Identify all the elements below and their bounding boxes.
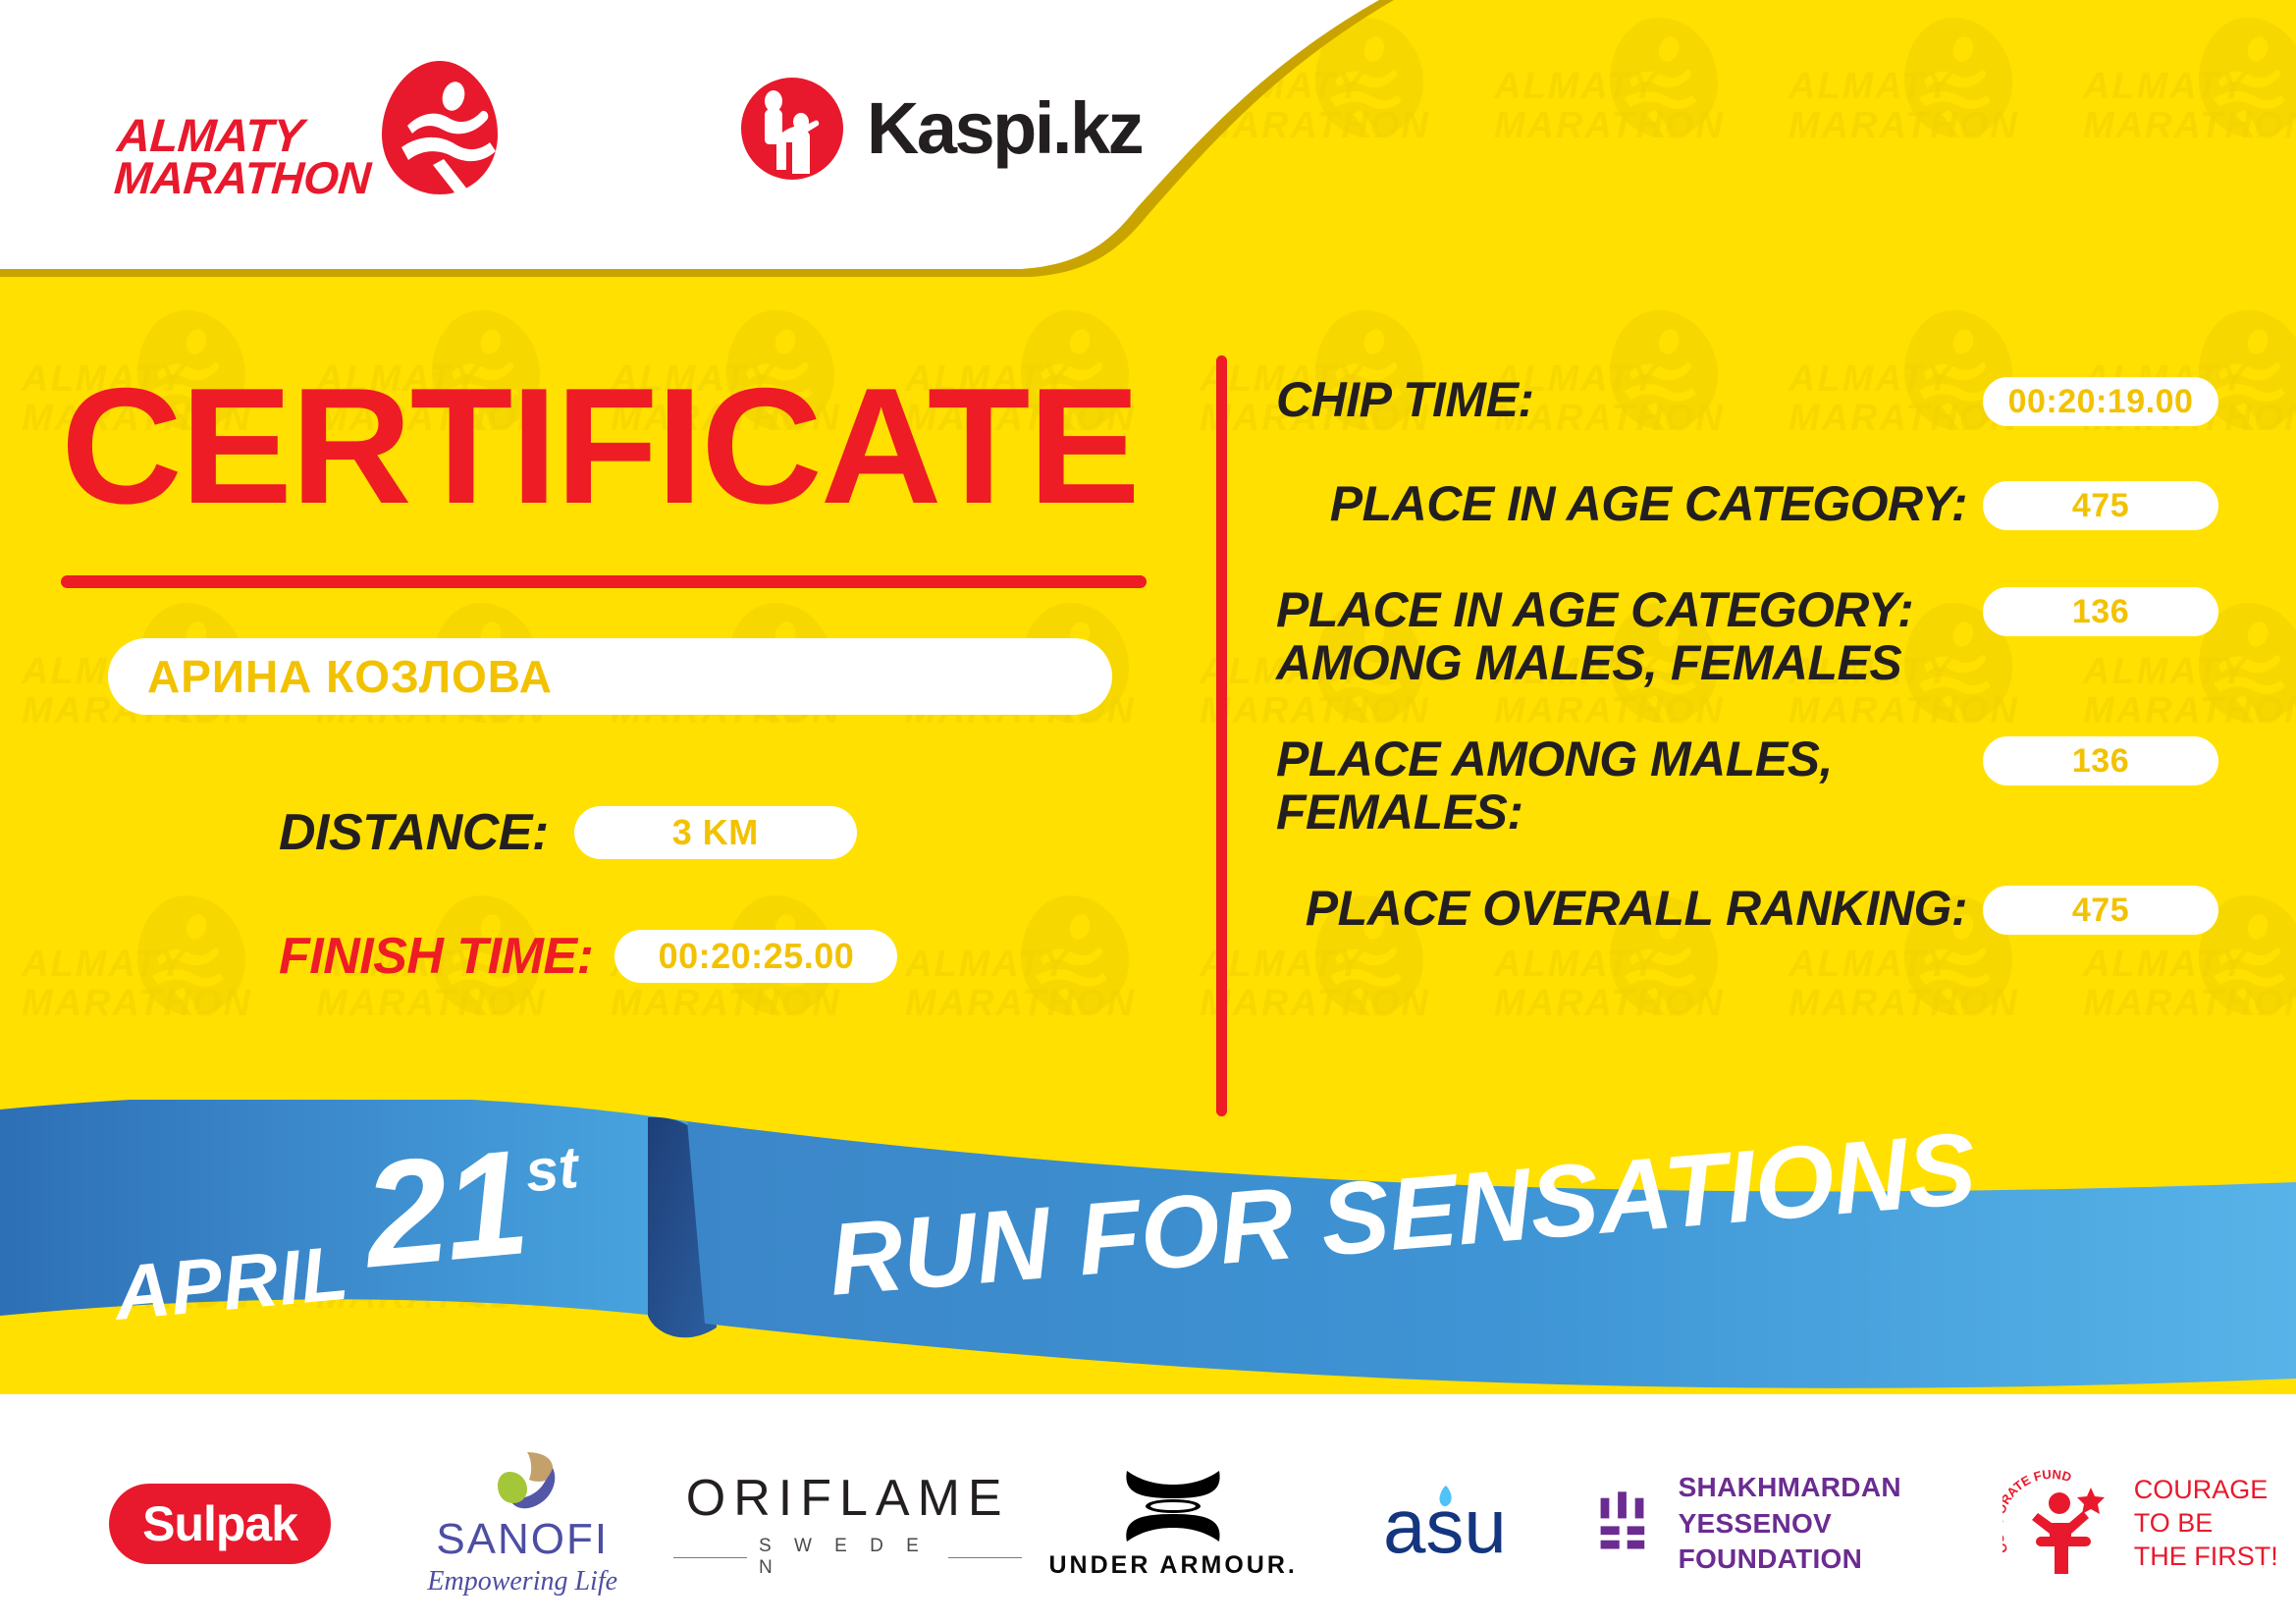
stat-label: PLACE OVERALL RANKING: — [1305, 881, 1968, 936]
sponsor-sanofi-logo: SANOFI Empowering Life — [371, 1450, 673, 1597]
sanofi-wordmark: SANOFI — [436, 1515, 610, 1563]
sponsor-sulpak-logo: Sulpak — [69, 1484, 371, 1564]
participant-name-field: АРИНА КОЗЛОВА — [108, 638, 1112, 715]
yessenov-line2: FOUNDATION — [1678, 1543, 1863, 1575]
stat-value: 00:20:19.00 — [1983, 377, 2218, 426]
almaty-logo-line1: ALMATY — [115, 108, 305, 161]
sponsor-asu-logo: asu — [1324, 1482, 1599, 1566]
stat-row: PLACE AMONG MALES, FEMALES: 136 — [1276, 732, 2218, 839]
runner-drop-icon — [381, 61, 498, 197]
oriflame-subtitle: S W E D E N — [673, 1536, 1023, 1579]
stat-row: CHIP TIME: 00:20:19.00 — [1276, 373, 2218, 426]
distance-value: 3 KM — [573, 806, 857, 859]
yessenov-wordmark: SHAKHMARDAN YESSENOV FOUNDATION — [1679, 1470, 1985, 1577]
event-day: 21 — [357, 1118, 533, 1300]
asu-icon: asu — [1383, 1483, 1507, 1566]
kaspi-wordmark: Kaspi.kz — [866, 87, 1145, 169]
sponsor-under-armour-logo: UNDER ARMOUR. — [1022, 1469, 1324, 1580]
distance-label: DISTANCE: — [279, 804, 549, 861]
header-logos: ALMATY MARATHON — [112, 57, 1145, 203]
sulpak-wordmark: Sulpak — [109, 1484, 332, 1564]
oriflame-wordmark: ORIFLAME — [685, 1470, 1010, 1527]
stat-row: PLACE IN AGE CATEGORY: 475 — [1276, 477, 2218, 530]
kaspi-logo: Kaspi.kz — [739, 76, 1145, 182]
stat-value: 136 — [1983, 587, 2218, 636]
finish-time-value: 00:20:25.00 — [614, 930, 898, 983]
almaty-logo-line2: MARATHON — [112, 151, 373, 203]
sanofi-tagline: Empowering Life — [427, 1566, 618, 1597]
yessenov-mark-icon — [1600, 1491, 1645, 1549]
sanofi-mark-icon — [498, 1452, 556, 1509]
courage-fund-icon: CORPORATE FUND — [2002, 1470, 2105, 1574]
title-underline-rule — [61, 575, 1147, 588]
stat-label: PLACE IN AGE CATEGORY: AMONG MALES, FEMA… — [1276, 582, 1914, 690]
oriflame-sweden-text: S W E D E N — [759, 1536, 928, 1578]
finish-time-label: FINISH TIME: — [279, 928, 594, 985]
kaspi-people-icon — [740, 77, 843, 180]
stat-value: 136 — [1983, 736, 2218, 785]
almaty-marathon-wordmark: ALMATY MARATHON — [112, 108, 375, 203]
stat-label: CHIP TIME: — [1276, 372, 1534, 427]
finish-time-row: FINISH TIME: 00:20:25.00 — [279, 927, 898, 986]
stat-value: 475 — [1983, 481, 2218, 530]
courage-line2: TO BE — [2133, 1508, 2214, 1539]
sponsor-bar: Sulpak SANOFI Empowering Life ORIFLAME S… — [0, 1424, 2296, 1624]
stat-label: PLACE AMONG MALES, FEMALES: — [1276, 731, 1833, 839]
distance-row: DISTANCE: 3 KM — [279, 803, 857, 862]
sponsor-oriflame-logo: ORIFLAME S W E D E N — [673, 1469, 1023, 1579]
sponsor-courage-logo: CORPORATE FUND COURAGE TO BE THE FIRST! — [1985, 1470, 2296, 1578]
courage-line1: COURAGE — [2133, 1475, 2269, 1505]
almaty-marathon-logo: ALMATY MARATHON — [112, 57, 504, 203]
oriflame-dash-left — [673, 1556, 747, 1558]
vertical-red-divider — [1216, 355, 1227, 1116]
stat-label: PLACE IN AGE CATEGORY: — [1329, 476, 1968, 531]
stat-row: PLACE IN AGE CATEGORY: AMONG MALES, FEMA… — [1276, 583, 2218, 689]
yessenov-line1: SHAKHMARDAN YESSENOV — [1678, 1472, 1901, 1539]
event-day-suffix: st — [522, 1133, 581, 1205]
under-armour-icon — [1126, 1470, 1220, 1542]
under-armour-wordmark: UNDER ARMOUR. — [1048, 1550, 1298, 1579]
stat-value: 475 — [1983, 886, 2218, 935]
header-white-panel — [0, 0, 1394, 277]
courage-wordmark: COURAGE TO BE THE FIRST! — [2134, 1474, 2278, 1573]
sponsor-yessenov-logo: SHAKHMARDAN YESSENOV FOUNDATION — [1599, 1470, 1984, 1577]
stat-row: PLACE OVERALL RANKING: 475 — [1276, 882, 2218, 935]
page-title: CERTIFICATE — [61, 353, 1141, 538]
courage-line3: THE FIRST! — [2133, 1541, 2278, 1571]
stats-column: CHIP TIME: 00:20:19.00 PLACE IN AGE CATE… — [1276, 373, 2218, 976]
oriflame-dash-right — [948, 1556, 1023, 1558]
